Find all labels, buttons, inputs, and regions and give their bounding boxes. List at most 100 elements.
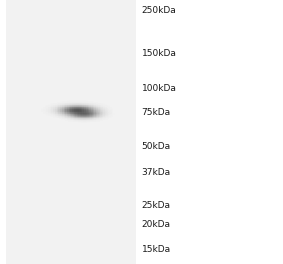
Bar xyxy=(59,118,61,119)
Bar xyxy=(83,114,84,115)
Bar xyxy=(78,112,80,113)
Bar xyxy=(58,117,60,118)
Bar xyxy=(86,110,87,111)
Text: 20kDa: 20kDa xyxy=(142,220,170,229)
Bar xyxy=(76,120,77,121)
Bar xyxy=(48,109,50,110)
Bar xyxy=(89,117,91,118)
Bar xyxy=(112,109,113,110)
Bar xyxy=(86,106,87,107)
Bar xyxy=(103,107,105,108)
Bar xyxy=(103,114,105,115)
Bar xyxy=(55,104,57,105)
Bar xyxy=(65,116,67,117)
Bar xyxy=(100,116,102,117)
Bar xyxy=(63,103,65,104)
Bar xyxy=(69,104,70,105)
Bar xyxy=(98,111,100,112)
Bar xyxy=(76,115,77,116)
Bar xyxy=(112,113,113,114)
Bar xyxy=(55,113,57,114)
Bar xyxy=(74,111,76,112)
Bar xyxy=(70,108,71,109)
Bar xyxy=(70,111,72,112)
Bar xyxy=(71,116,72,117)
Bar xyxy=(84,105,86,106)
Bar xyxy=(72,113,74,114)
Bar xyxy=(95,103,96,104)
Bar xyxy=(79,112,81,113)
Bar xyxy=(90,117,91,118)
Bar xyxy=(79,119,81,120)
Bar xyxy=(84,110,86,111)
Bar xyxy=(62,117,63,118)
Bar xyxy=(67,103,69,104)
Bar xyxy=(106,109,108,110)
Bar xyxy=(87,116,89,117)
Bar xyxy=(103,104,105,105)
Bar xyxy=(76,108,77,109)
Bar xyxy=(87,120,89,121)
Bar xyxy=(103,112,105,113)
Bar xyxy=(86,100,87,101)
Bar xyxy=(50,106,52,107)
Bar xyxy=(84,117,86,118)
Bar xyxy=(100,109,102,110)
Bar xyxy=(81,105,82,106)
Bar xyxy=(69,114,70,115)
Bar xyxy=(71,113,72,114)
Bar xyxy=(80,111,81,112)
Bar xyxy=(108,114,109,115)
Bar xyxy=(50,107,52,108)
Bar xyxy=(82,108,84,109)
Bar xyxy=(105,113,106,114)
Bar xyxy=(56,117,58,118)
Bar xyxy=(60,114,62,115)
Bar xyxy=(78,108,80,109)
Bar xyxy=(96,111,98,112)
Bar xyxy=(106,116,108,117)
Bar xyxy=(95,110,96,111)
Bar xyxy=(67,111,68,112)
Bar xyxy=(97,108,99,109)
Bar xyxy=(59,109,61,110)
Bar xyxy=(62,110,63,111)
Bar xyxy=(89,122,90,123)
Bar xyxy=(89,105,91,106)
Bar xyxy=(43,109,45,110)
Bar xyxy=(61,119,62,120)
Bar xyxy=(76,108,77,109)
Bar xyxy=(53,111,55,112)
Bar xyxy=(86,115,87,116)
Bar xyxy=(86,119,87,120)
Bar xyxy=(63,105,65,106)
Bar xyxy=(98,116,100,117)
Bar xyxy=(67,119,69,120)
Bar xyxy=(103,114,105,115)
Bar xyxy=(95,106,96,107)
Bar xyxy=(96,102,98,103)
Bar xyxy=(98,108,100,109)
Bar xyxy=(81,112,82,113)
Bar xyxy=(106,111,108,112)
Bar xyxy=(96,120,97,121)
Bar xyxy=(105,118,106,119)
Bar xyxy=(74,115,76,116)
Bar xyxy=(69,106,70,107)
Bar xyxy=(90,115,91,116)
Bar xyxy=(112,114,113,115)
Bar xyxy=(89,111,91,112)
Text: 100kDa: 100kDa xyxy=(142,83,176,92)
Bar xyxy=(57,102,58,103)
Bar xyxy=(67,104,69,105)
Bar xyxy=(71,109,72,110)
Bar xyxy=(68,109,70,110)
Bar xyxy=(99,120,100,121)
Bar xyxy=(81,111,83,112)
Bar xyxy=(58,116,59,117)
Bar xyxy=(91,109,93,110)
Text: 25kDa: 25kDa xyxy=(142,201,170,210)
Bar xyxy=(95,117,96,118)
Bar xyxy=(81,118,82,119)
Bar xyxy=(70,120,71,121)
